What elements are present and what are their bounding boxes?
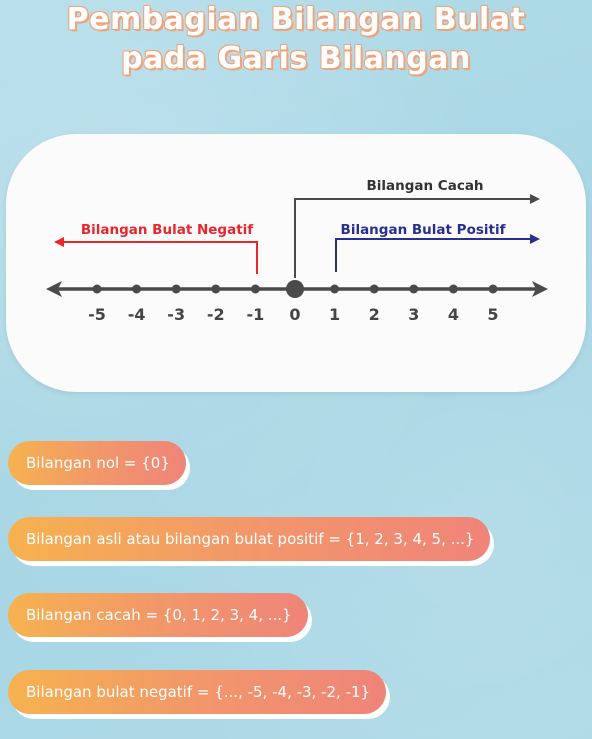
tick-label: 2 <box>369 305 380 324</box>
tick-dot <box>211 284 221 294</box>
definition-pill: Bilangan bulat negatif = {..., -5, -4, -… <box>8 670 387 714</box>
tick-dot <box>132 284 142 294</box>
tick-dot <box>369 284 379 294</box>
tick-label: 3 <box>408 305 419 324</box>
tick-label: 5 <box>487 305 498 324</box>
definition-pill: Bilangan cacah = {0, 1, 2, 3, 4, ...} <box>8 593 308 637</box>
tick-label: 1 <box>329 305 340 324</box>
definition-item-zero: Bilangan nol = {0} <box>8 441 186 485</box>
negatif-label: Bilangan Bulat Negatif <box>81 222 253 238</box>
tick-label: -2 <box>207 305 225 324</box>
tick-label: -1 <box>247 305 265 324</box>
positif-bracket <box>335 234 540 272</box>
positif-label: Bilangan Bulat Positif <box>341 222 506 238</box>
definition-item-negative: Bilangan bulat negatif = {..., -5, -4, -… <box>8 670 387 714</box>
negatif-bracket <box>54 237 258 274</box>
number-line-card: -5 -4 -3 -2 -1 0 1 2 3 4 5 Bilangan Cacah Bilangan… <box>6 134 586 392</box>
tick-label: -5 <box>88 305 106 324</box>
tick-dot <box>171 284 181 294</box>
axis-arrow-right <box>532 281 548 297</box>
definition-item-cacah: Bilangan cacah = {0, 1, 2, 3, 4, ...} <box>8 593 308 637</box>
page-title: Pembagian Bilangan Bulat pada Garis Bila… <box>0 0 592 78</box>
axis-arrow-left <box>46 281 62 297</box>
tick-label: 4 <box>448 305 459 324</box>
tick-dot <box>330 284 340 294</box>
tick-dot <box>92 284 102 294</box>
tick-label: -4 <box>128 305 146 324</box>
definition-pill: Bilangan asli atau bilangan bulat positi… <box>8 517 491 561</box>
zero-point <box>286 280 304 298</box>
tick-dot <box>409 284 419 294</box>
tick-dot <box>448 284 458 294</box>
tick-label: -3 <box>167 305 185 324</box>
title-line-1: Pembagian Bilangan Bulat <box>66 2 526 37</box>
cacah-bracket <box>294 194 540 278</box>
tick-dot <box>250 284 260 294</box>
title-line-2: pada Garis Bilangan <box>121 41 471 76</box>
tick-label: 0 <box>289 305 300 324</box>
definition-item-positive: Bilangan asli atau bilangan bulat positi… <box>8 517 491 561</box>
definition-pill: Bilangan nol = {0} <box>8 441 186 485</box>
cacah-label: Bilangan Cacah <box>366 178 483 194</box>
tick-dot <box>488 284 498 294</box>
